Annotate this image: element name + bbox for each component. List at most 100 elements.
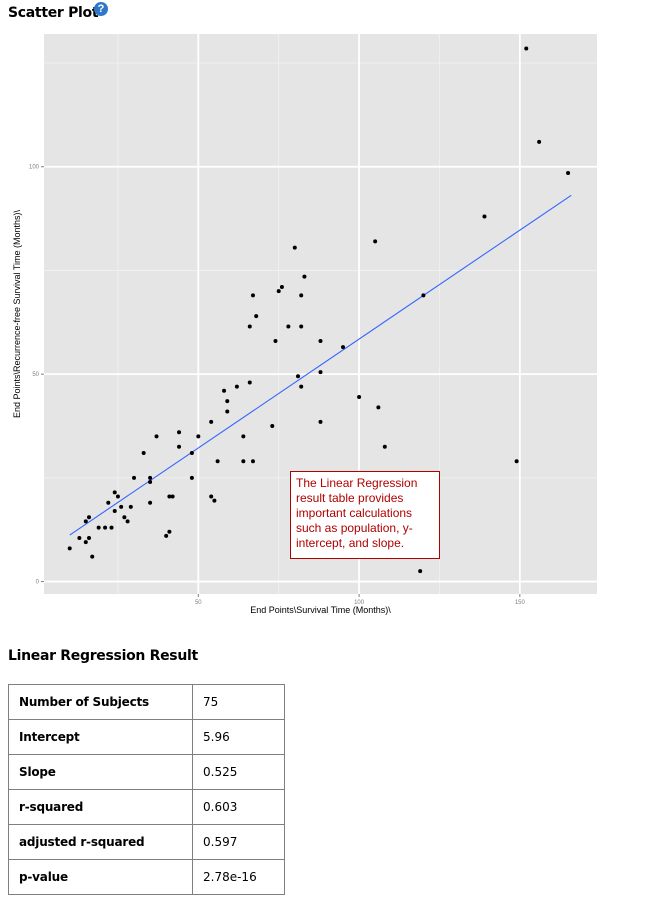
data-point: [177, 430, 182, 435]
table-row: p-value 2.78e-16: [8, 859, 285, 895]
data-point: [566, 170, 571, 175]
data-point: [132, 475, 137, 480]
y-tick-label: 0: [36, 580, 40, 586]
row-value: 0.525: [192, 754, 285, 790]
data-point: [189, 450, 194, 455]
y-tick-label: 50: [32, 372, 39, 378]
data-point: [299, 324, 304, 329]
data-point: [67, 546, 72, 551]
results-title: Linear Regression Result: [8, 648, 198, 664]
data-point: [125, 519, 130, 524]
data-point: [254, 314, 259, 319]
data-point: [212, 498, 217, 503]
data-point: [196, 434, 201, 439]
data-point: [341, 345, 346, 350]
table-row: adjusted r-squared 0.597: [8, 824, 285, 860]
data-point: [482, 214, 487, 219]
data-point: [318, 370, 323, 375]
data-point: [421, 293, 426, 298]
row-value: 0.603: [192, 789, 285, 825]
data-point: [122, 515, 127, 520]
y-axis-label: End Points\Recurrence-free Survival Time…: [12, 209, 22, 418]
x-tick-label: 50: [195, 600, 202, 606]
data-point: [418, 569, 423, 574]
x-tick-label: 100: [354, 600, 365, 606]
data-point: [141, 450, 146, 455]
table-row: Slope 0.525: [8, 754, 285, 790]
data-point: [250, 459, 255, 464]
row-label: Intercept: [8, 719, 193, 755]
data-point: [279, 285, 284, 290]
data-point: [87, 536, 92, 540]
page-title: Scatter Plot: [8, 5, 99, 21]
data-point: [87, 515, 92, 520]
row-label: r-squared: [8, 789, 193, 825]
data-point: [164, 533, 169, 538]
row-value: 0.597: [192, 824, 285, 860]
data-point: [112, 509, 117, 514]
results-table: Number of Subjects 75 Intercept 5.96 Slo…: [8, 684, 285, 895]
data-point: [90, 554, 95, 559]
data-point: [106, 500, 111, 505]
row-value: 2.78e-16: [192, 859, 285, 895]
row-value: 75: [192, 684, 285, 720]
data-point: [154, 434, 159, 439]
x-axis-label: End Points\Survival Time (Months)\: [250, 605, 391, 615]
data-point: [103, 525, 108, 530]
data-point: [115, 494, 120, 499]
data-point: [270, 424, 275, 428]
data-point: [209, 419, 214, 424]
data-point: [209, 494, 214, 499]
x-tick-label: 150: [515, 600, 526, 606]
data-point: [273, 338, 278, 343]
data-point: [234, 384, 239, 389]
data-point: [376, 405, 381, 410]
data-point: [537, 139, 542, 144]
data-point: [167, 529, 172, 534]
data-point: [225, 399, 230, 404]
row-label: adjusted r-squared: [8, 824, 193, 860]
data-point: [177, 444, 182, 449]
data-point: [119, 504, 124, 509]
data-point: [295, 374, 300, 379]
callout-note: The Linear Regression result table provi…: [290, 471, 440, 559]
data-point: [128, 504, 133, 509]
data-point: [167, 494, 172, 499]
data-point: [241, 434, 246, 439]
data-point: [83, 540, 88, 545]
regression-line: [69, 194, 572, 536]
data-point: [96, 525, 101, 530]
row-label: Slope: [8, 754, 193, 790]
data-point: [299, 293, 304, 298]
data-point: [318, 338, 323, 343]
data-point: [83, 519, 88, 524]
data-point: [222, 388, 227, 393]
data-point: [189, 475, 194, 480]
data-point: [215, 459, 220, 464]
table-row: Number of Subjects 75: [8, 684, 285, 720]
data-point: [241, 459, 246, 464]
data-point: [250, 293, 255, 298]
row-label: p-value: [8, 859, 193, 895]
table-row: Intercept 5.96: [8, 719, 285, 755]
data-point: [292, 245, 297, 250]
row-value: 5.96: [192, 719, 285, 755]
question-mark-icon[interactable]: ?: [94, 2, 108, 16]
table-row: r-squared 0.603: [8, 789, 285, 825]
data-point: [357, 394, 362, 399]
data-point: [148, 500, 153, 505]
data-point: [524, 46, 529, 51]
data-point: [225, 409, 230, 414]
data-point: [299, 384, 304, 389]
data-point: [148, 480, 153, 484]
data-point: [514, 459, 519, 464]
data-point: [302, 274, 307, 279]
data-point: [112, 490, 117, 495]
data-point: [382, 444, 387, 449]
data-point: [276, 289, 281, 294]
row-label: Number of Subjects: [8, 684, 193, 720]
data-point: [286, 324, 291, 329]
data-point: [170, 494, 175, 499]
data-point: [148, 475, 153, 480]
y-tick-label: 100: [29, 165, 40, 171]
